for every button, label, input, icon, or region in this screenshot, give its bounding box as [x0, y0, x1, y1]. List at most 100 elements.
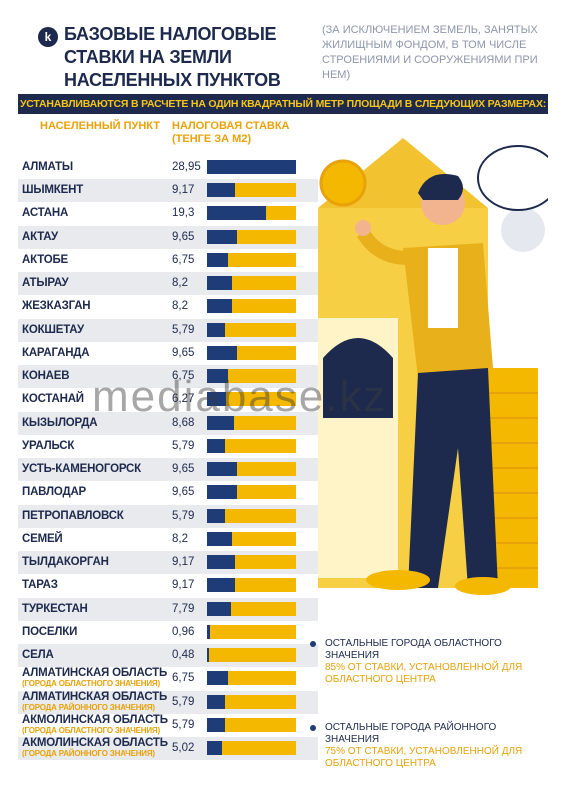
table-row: Жезказган 8,2	[18, 295, 318, 318]
city-label: Туркестан	[22, 602, 88, 615]
bar	[207, 183, 236, 198]
city-label: Караганда	[22, 346, 90, 359]
city-label: Семей	[22, 532, 63, 545]
bar-track	[207, 229, 296, 244]
rate-value: 8,2	[172, 277, 188, 290]
table-row: Актобе 6,75	[18, 249, 318, 272]
bar-track	[207, 694, 296, 709]
table-row: Туркестан 7,79	[18, 597, 318, 621]
bar	[207, 555, 236, 570]
bar-track	[207, 276, 296, 291]
watermark: mediabase.kz	[92, 372, 388, 421]
city-label: Актау	[22, 230, 58, 243]
bar-track	[207, 322, 296, 337]
rate-value: 5,79	[172, 509, 195, 522]
bar-track	[207, 648, 296, 663]
city-label: Конаев	[22, 370, 70, 383]
bar-track	[207, 392, 296, 407]
table-row: Актау 9,65	[18, 225, 318, 249]
city-name: Алматинская область	[22, 690, 168, 703]
city-label: Поселки	[22, 625, 78, 638]
bar-track	[207, 183, 296, 198]
rate-value: 6,75	[172, 253, 195, 266]
coin-icon	[319, 159, 367, 207]
table-row: Семей 8,2	[18, 528, 318, 551]
bar	[207, 671, 228, 686]
table-row: Тараз 9,17	[18, 574, 318, 597]
bar	[207, 415, 234, 430]
table-row: Тылдакорган 9,17	[18, 551, 318, 575]
rate-value: 5,02	[172, 742, 195, 754]
city-label: Алматинская область (города районного зна…	[22, 691, 167, 714]
bar	[207, 276, 233, 291]
city-note: (города районного значения)	[22, 749, 155, 758]
city-label: Актобе	[22, 253, 69, 266]
note-detail: 75% от ставки, установленной для областн…	[325, 746, 523, 769]
rate-value: 28,95	[172, 161, 201, 173]
table-row: Петропавловск 5,79	[18, 504, 318, 528]
page-subtitle: (за исключением земель, занятых жилищным…	[322, 24, 538, 81]
bar	[207, 624, 210, 639]
bar-track	[207, 206, 296, 221]
column-header-rate: Налоговая ставка (тенге за м2)	[172, 120, 290, 145]
table-row: Павлодар 9,65	[18, 481, 318, 504]
column-header-city: Населенный пункт	[40, 120, 160, 132]
city-name: Акмолинская область	[22, 737, 168, 749]
bar	[207, 578, 236, 593]
rate-value: 5,79	[172, 718, 195, 731]
city-label: Села	[22, 649, 54, 662]
bar-track	[207, 508, 296, 523]
city-label: Жезказган	[22, 300, 91, 313]
city-name: Акмолинская область	[22, 713, 168, 726]
bar	[207, 508, 225, 523]
bar-track	[207, 299, 296, 314]
city-label: Астана	[22, 207, 69, 220]
rate-value: 9,17	[172, 184, 195, 197]
city-label: Кокшетау	[22, 323, 84, 336]
city-label: Уральск	[22, 439, 75, 452]
city-label: Тараз	[22, 579, 58, 592]
man-with-coins-illustration	[318, 138, 548, 595]
bar	[207, 392, 227, 407]
city-label: Усть-Каменогорск	[22, 463, 141, 476]
table-row: Уральск 5,79	[18, 435, 318, 458]
rate-value: 5,79	[172, 323, 195, 336]
table-row: Алматы 28,95	[18, 156, 318, 179]
bar	[207, 345, 237, 360]
bar	[207, 229, 237, 244]
note-title: Остальные города районного значения	[325, 722, 497, 745]
table-row: Караганда 9,65	[18, 342, 318, 365]
note-detail: 85% от ставки, установленной для областн…	[325, 662, 523, 685]
city-label: Петропавловск	[22, 509, 124, 522]
city-note: (города районного значения)	[22, 702, 155, 712]
bar-track	[207, 415, 296, 430]
city-label: Акмолинская область (города районного зна…	[22, 737, 168, 760]
bar-track	[207, 671, 296, 686]
bar	[207, 694, 225, 709]
rate-value: 9,17	[172, 556, 195, 569]
city-label: Алматинская область (города областного зн…	[22, 667, 167, 690]
bar	[207, 717, 225, 732]
rate-value: 0,96	[172, 625, 195, 638]
table-row: Акмолинская область (города областного зн…	[18, 714, 318, 737]
table-row: Шымкент 9,17	[18, 179, 318, 203]
table-row: Алматинская область (города районного зна…	[18, 690, 318, 714]
rate-value: 8,2	[172, 532, 188, 545]
rate-value: 9,65	[172, 463, 195, 476]
bar-track	[207, 555, 296, 570]
rate-value: 9,65	[172, 346, 195, 359]
rate-value: 6,75	[172, 672, 195, 685]
rate-value: 19,3	[172, 207, 195, 220]
bar	[207, 531, 233, 546]
table-row: Конаев 6,75	[18, 365, 318, 389]
note-title: Остальные города областного значения	[325, 638, 502, 661]
bar-track	[207, 624, 296, 639]
bar	[207, 322, 225, 337]
bullet-icon	[310, 725, 316, 731]
bar	[207, 485, 237, 500]
city-label: Костанай	[22, 393, 84, 406]
rate-value: 0,48	[172, 649, 195, 662]
bar	[207, 206, 267, 221]
page-title: Базовые налоговые ставки на земли населе…	[64, 24, 281, 90]
bar-track	[207, 462, 296, 477]
